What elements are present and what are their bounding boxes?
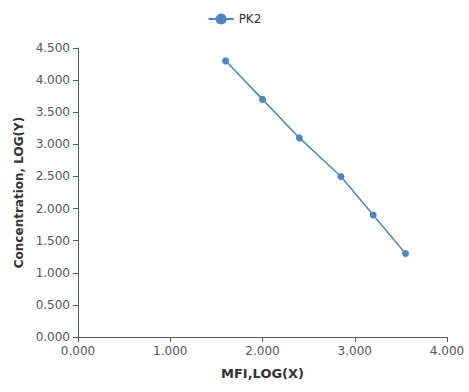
svg-text:4.000: 4.000 bbox=[36, 73, 70, 87]
svg-text:4.500: 4.500 bbox=[36, 41, 70, 55]
svg-text:0.000: 0.000 bbox=[36, 330, 70, 344]
svg-text:Concentration, LOG(Y): Concentration, LOG(Y) bbox=[12, 117, 26, 268]
svg-text:3.000: 3.000 bbox=[338, 344, 372, 358]
svg-text:2.500: 2.500 bbox=[36, 169, 70, 183]
svg-text:PK2: PK2 bbox=[239, 12, 262, 26]
svg-text:2.000: 2.000 bbox=[36, 202, 70, 216]
svg-text:1.500: 1.500 bbox=[36, 234, 70, 248]
svg-text:1.000: 1.000 bbox=[36, 266, 70, 280]
svg-text:1.000: 1.000 bbox=[153, 344, 187, 358]
svg-text:2.000: 2.000 bbox=[245, 344, 279, 358]
svg-text:0.000: 0.000 bbox=[61, 344, 95, 358]
svg-text:3.500: 3.500 bbox=[36, 105, 70, 119]
svg-text:MFI,LOG(X): MFI,LOG(X) bbox=[221, 366, 304, 381]
svg-text:0.500: 0.500 bbox=[36, 298, 70, 312]
svg-text:3.000: 3.000 bbox=[36, 137, 70, 151]
svg-text:4.000: 4.000 bbox=[430, 344, 464, 358]
